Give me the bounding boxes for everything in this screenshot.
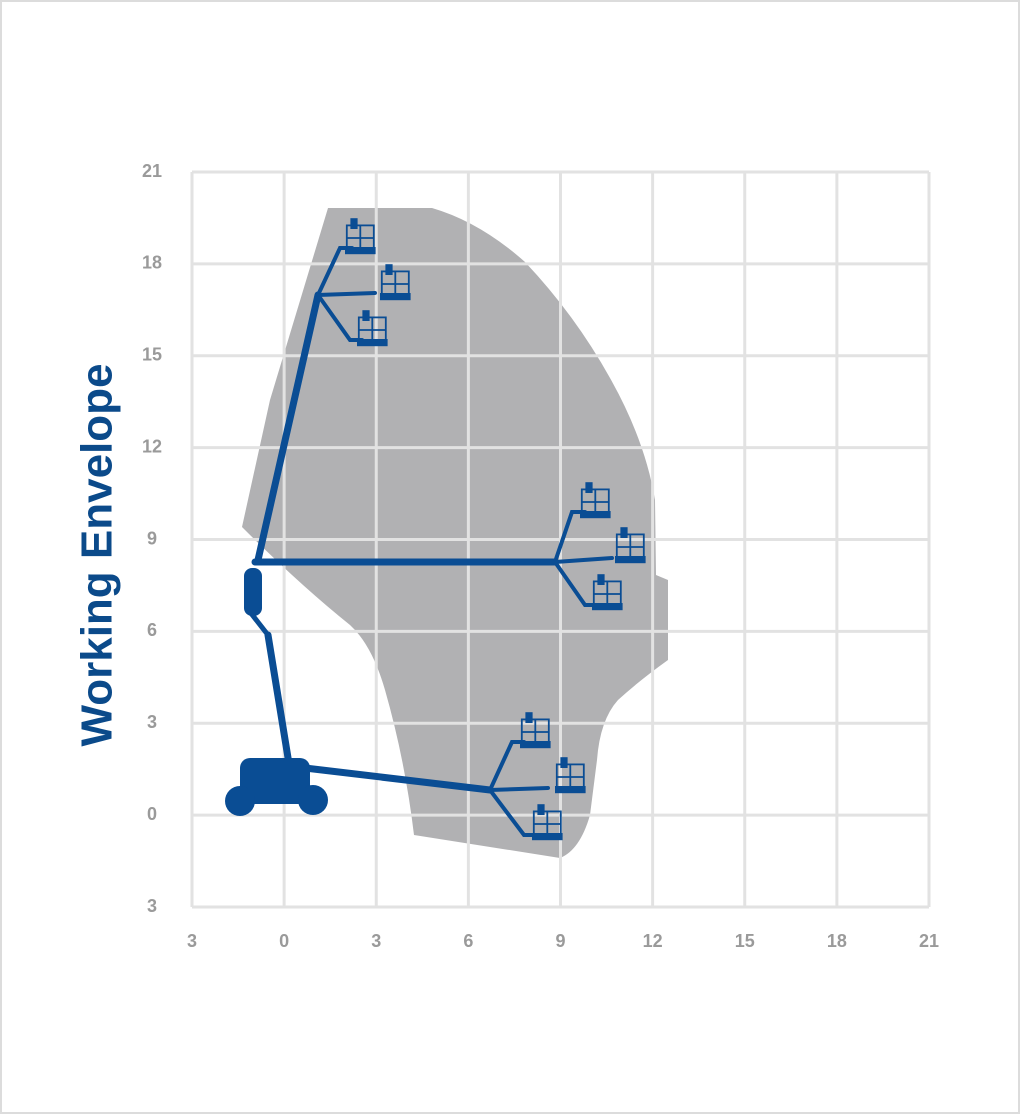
y-tick-label: 9 <box>147 528 157 548</box>
y-tick-label: 6 <box>147 620 157 640</box>
x-tick-label: 3 <box>187 931 197 951</box>
x-tick-label: 18 <box>827 931 847 951</box>
x-tick-label: 12 <box>643 931 663 951</box>
y-tick-label: 15 <box>142 345 162 365</box>
y-tick-label: 0 <box>147 804 157 824</box>
y-tick-label: 21 <box>142 161 162 181</box>
x-tick-label: 15 <box>735 931 755 951</box>
grid <box>190 170 931 909</box>
x-tick-label: 3 <box>371 931 381 951</box>
y-tick-label: 3 <box>147 712 157 732</box>
y-tick-label: 3 <box>147 896 157 916</box>
boom-lift <box>225 217 647 842</box>
y-tick-label: 18 <box>142 253 162 273</box>
x-tick-label: 6 <box>463 931 473 951</box>
y-tick-label: 12 <box>142 436 162 456</box>
title: Working Envelope <box>73 363 122 746</box>
x-tick-label: 21 <box>919 931 939 951</box>
x-tick-label: 9 <box>555 931 565 951</box>
x-tick-label: 0 <box>279 931 289 951</box>
